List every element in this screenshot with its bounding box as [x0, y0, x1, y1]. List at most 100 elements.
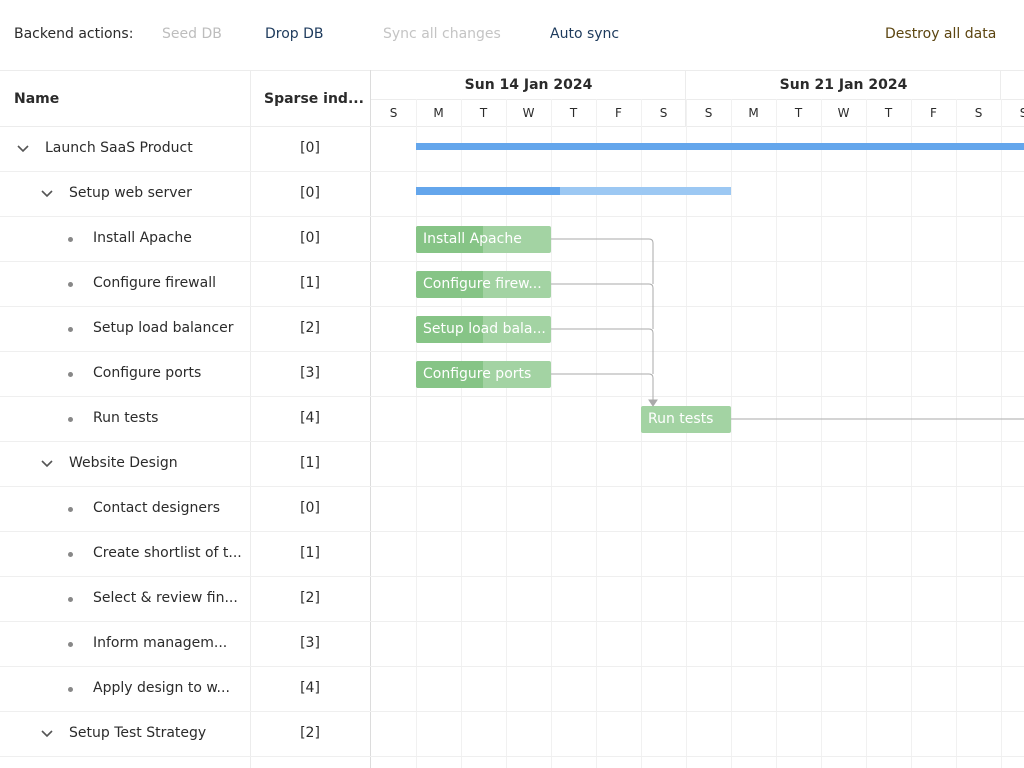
grid-line	[911, 99, 912, 768]
task-name[interactable]: Website Design	[69, 455, 178, 471]
task-name[interactable]: Install Apache	[93, 230, 192, 246]
grid-line	[0, 396, 1024, 397]
task-bar[interactable]: Install Apache	[416, 226, 551, 253]
week-header: Sun 14 Jan 2024	[464, 77, 593, 93]
task-name[interactable]: Inform managem...	[93, 635, 228, 651]
grid-line	[506, 99, 507, 768]
sparse-index: [4]	[300, 410, 320, 426]
grid-line	[0, 666, 1024, 667]
task-progress	[416, 361, 483, 388]
toolbar-button[interactable]: Sync all changes	[383, 26, 501, 42]
grid-line	[0, 756, 1024, 757]
grid-line	[0, 576, 1024, 577]
task-name[interactable]: Create shortlist of t...	[93, 545, 242, 561]
grid-line	[0, 711, 1024, 712]
day-header: S	[659, 106, 668, 120]
sparse-index: [3]	[300, 365, 320, 381]
bullet	[68, 552, 73, 557]
task-bar[interactable]: Setup load bala...	[416, 316, 551, 343]
task-name[interactable]: Setup Test Strategy	[69, 725, 207, 741]
bullet	[68, 417, 73, 422]
summary-bar	[416, 187, 731, 195]
grid-line	[370, 70, 371, 768]
grid-line	[0, 306, 1024, 307]
expand-toggle[interactable]	[15, 141, 31, 157]
task-progress	[416, 226, 483, 253]
grid-line	[641, 99, 642, 768]
task-name[interactable]: Configure firewall	[93, 275, 216, 291]
task-name[interactable]: Launch SaaS Product	[45, 140, 193, 156]
summary-progress	[416, 187, 560, 195]
grid-line	[0, 70, 1024, 71]
task-name[interactable]: Apply design to w...	[93, 680, 230, 696]
column-header[interactable]: Sparse ind...	[264, 91, 364, 107]
grid-line	[0, 126, 1024, 127]
sparse-index: [2]	[300, 320, 320, 336]
day-header: S	[974, 106, 983, 120]
grid-line	[250, 70, 251, 768]
grid-line	[866, 99, 867, 768]
task-name[interactable]: Setup web server	[69, 185, 192, 201]
day-header: F	[615, 106, 622, 120]
sparse-index: [1]	[300, 455, 320, 471]
task-progress	[416, 271, 483, 298]
sparse-index: [1]	[300, 275, 320, 291]
task-bar[interactable]: Configure ports	[416, 361, 551, 388]
day-header: S	[1019, 106, 1024, 120]
sparse-index: [0]	[300, 230, 320, 246]
grid-line	[956, 99, 957, 768]
week-header: Sun 21 Jan 2024	[779, 77, 908, 93]
grid-line	[1000, 70, 1001, 99]
day-header: T	[884, 106, 893, 120]
toolbar-button[interactable]: Seed DB	[162, 26, 222, 42]
grid-line	[686, 99, 687, 768]
grid-line	[776, 99, 777, 768]
task-name[interactable]: Select & review fin...	[93, 590, 238, 606]
task-bar[interactable]: Configure firew...	[416, 271, 551, 298]
sparse-index: [0]	[300, 140, 320, 156]
sparse-index: [2]	[300, 725, 320, 741]
sparse-index: [0]	[300, 185, 320, 201]
day-header: W	[522, 106, 535, 120]
task-name[interactable]: Run tests	[93, 410, 159, 426]
day-header: F	[930, 106, 937, 120]
task-name[interactable]: Contact designers	[93, 500, 221, 516]
grid-line	[0, 261, 1024, 262]
grid-line	[0, 216, 1024, 217]
task-name[interactable]: Setup load balancer	[93, 320, 234, 336]
day-header: S	[704, 106, 713, 120]
toolbar-button[interactable]: Drop DB	[265, 26, 324, 42]
grid-line	[416, 99, 417, 768]
grid-line	[0, 621, 1024, 622]
task-name[interactable]: Configure ports	[93, 365, 202, 381]
bullet	[68, 237, 73, 242]
day-header: T	[569, 106, 578, 120]
task-label: Setup load bala...	[423, 321, 546, 337]
summary-bar	[416, 143, 1024, 150]
expand-toggle[interactable]	[39, 456, 55, 472]
task-bar[interactable]: Run tests	[641, 406, 731, 433]
toolbar-button[interactable]: Auto sync	[550, 26, 620, 42]
grid-line	[0, 351, 1024, 352]
bullet	[68, 597, 73, 602]
task-label: Configure firew...	[423, 276, 542, 292]
sparse-index: [2]	[300, 590, 320, 606]
grid-line	[371, 99, 1024, 100]
grid-line	[0, 171, 1024, 172]
day-header: T	[794, 106, 803, 120]
column-header[interactable]: Name	[14, 91, 60, 107]
grid-line	[685, 70, 686, 127]
grid-line	[0, 486, 1024, 487]
day-header: T	[479, 106, 488, 120]
task-label: Install Apache	[423, 231, 522, 247]
expand-toggle[interactable]	[39, 726, 55, 742]
sparse-index: [0]	[300, 500, 320, 516]
grid-line	[0, 441, 1024, 442]
expand-toggle[interactable]	[39, 186, 55, 202]
day-header: W	[837, 106, 850, 120]
toolbar-button[interactable]: Destroy all data	[885, 26, 997, 42]
grid-line	[731, 99, 732, 768]
grid-line	[1001, 99, 1002, 768]
grid-line	[0, 531, 1024, 532]
